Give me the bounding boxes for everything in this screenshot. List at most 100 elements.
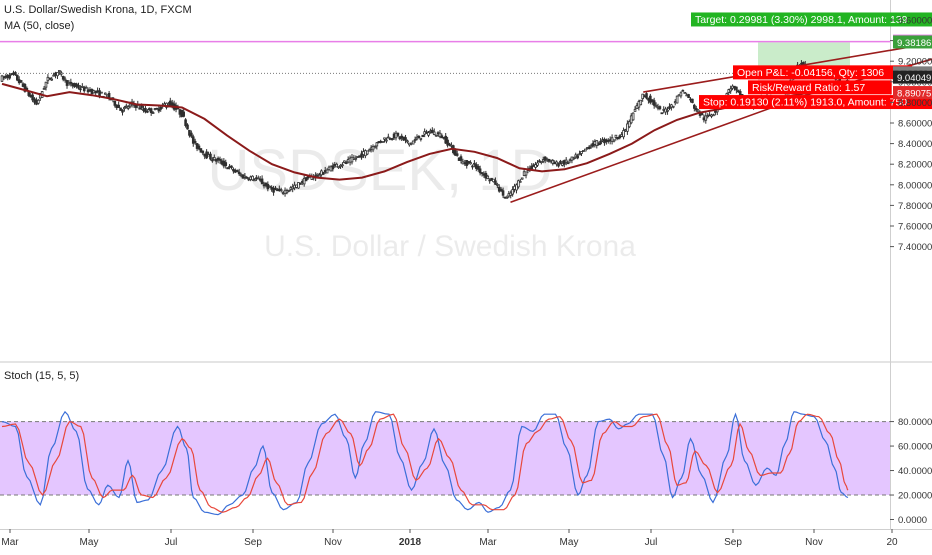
candle xyxy=(191,134,195,147)
candle xyxy=(274,186,277,191)
candle xyxy=(668,103,671,111)
candle-body xyxy=(56,71,59,77)
candle-body xyxy=(117,104,120,109)
candle xyxy=(520,177,524,180)
candle xyxy=(337,166,340,169)
candle-body xyxy=(687,94,690,99)
candle-body xyxy=(318,174,321,178)
candle xyxy=(201,150,205,156)
candle-body xyxy=(390,138,394,140)
candle-body xyxy=(438,132,442,138)
candle-body xyxy=(58,70,61,73)
candle-body xyxy=(123,107,126,110)
open-pnl-label-text: Open P&L: -0.04156, Qty: 1306 xyxy=(737,67,884,79)
price-tick-label: 8.60000 xyxy=(898,119,932,130)
candle xyxy=(518,178,522,183)
candle xyxy=(159,106,163,112)
candle xyxy=(478,165,482,176)
candle xyxy=(551,158,555,166)
risk-reward-label-text: Risk/Reward Ratio: 1.57 xyxy=(752,82,865,94)
candle-body xyxy=(237,171,241,175)
candle xyxy=(381,141,384,143)
price-badge: 8.89075 xyxy=(893,86,932,100)
time-tick-label: May xyxy=(560,537,579,548)
price-badge: 9.38186 xyxy=(893,35,932,49)
candle xyxy=(438,130,442,139)
candle xyxy=(193,138,197,145)
candle xyxy=(235,169,239,173)
ma-indicator-label[interactable]: MA (50, close) xyxy=(4,20,75,32)
candle xyxy=(704,112,708,124)
candle-body xyxy=(597,143,600,146)
candle xyxy=(390,137,394,141)
open-pnl-label: Open P&L: -0.04156, Qty: 1306 xyxy=(733,65,913,80)
candle-body xyxy=(639,99,643,106)
candle-body xyxy=(419,137,423,140)
candle xyxy=(117,101,120,109)
candle-body xyxy=(622,130,625,138)
candle-body xyxy=(387,136,390,139)
price-tick-label: 7.80000 xyxy=(898,201,932,212)
candle xyxy=(654,102,658,108)
candle-body xyxy=(304,177,308,182)
candle xyxy=(530,163,534,170)
candle xyxy=(660,112,664,115)
candle-body xyxy=(631,112,635,121)
candle xyxy=(256,175,260,180)
candle-body xyxy=(520,177,524,180)
candle xyxy=(536,160,539,168)
candle xyxy=(480,172,484,177)
candle xyxy=(144,105,147,114)
stoch-indicator-label[interactable]: Stoch (15, 5, 5) xyxy=(4,370,80,382)
candle-body xyxy=(566,162,570,165)
candle-body xyxy=(652,100,656,106)
candle-body xyxy=(488,179,491,182)
candle-body xyxy=(559,160,562,165)
candle-body xyxy=(209,153,212,160)
candle xyxy=(566,160,570,165)
stoch-tick-label: 80.0000 xyxy=(898,417,932,428)
candle xyxy=(272,185,275,196)
candle-body xyxy=(671,105,675,108)
candle xyxy=(138,105,142,110)
candle-body xyxy=(14,72,17,76)
candle-body xyxy=(448,143,451,146)
candle-body xyxy=(599,140,602,145)
price-tick-label: 8.40000 xyxy=(898,139,932,150)
candle xyxy=(260,175,264,185)
stop-label-bg xyxy=(699,95,932,110)
candle xyxy=(691,98,694,104)
candle xyxy=(113,100,117,108)
candle xyxy=(385,137,388,144)
candle-body xyxy=(251,175,254,181)
candle xyxy=(81,83,84,88)
candle-body xyxy=(138,107,142,110)
candle xyxy=(61,75,65,82)
candle xyxy=(618,134,622,140)
candle-body xyxy=(467,160,470,164)
candle-body xyxy=(44,81,48,88)
candle xyxy=(484,170,488,181)
candle xyxy=(557,162,560,168)
candle xyxy=(126,105,130,111)
candle xyxy=(432,128,436,136)
candle-body xyxy=(77,84,80,89)
candle xyxy=(494,177,497,185)
candle xyxy=(444,132,447,144)
candle-body xyxy=(144,107,147,113)
candle-body xyxy=(243,175,247,178)
candle-body xyxy=(128,103,132,107)
candle-body xyxy=(518,180,522,183)
candle-body xyxy=(473,162,476,165)
candle xyxy=(446,136,449,148)
candle-body xyxy=(107,93,111,99)
candle-body xyxy=(425,131,428,134)
candle-body xyxy=(191,136,195,144)
candle-body xyxy=(496,183,499,186)
candle xyxy=(559,159,562,165)
candle-body xyxy=(572,157,576,160)
time-tick-label: Jul xyxy=(165,537,178,548)
candle xyxy=(212,154,216,161)
